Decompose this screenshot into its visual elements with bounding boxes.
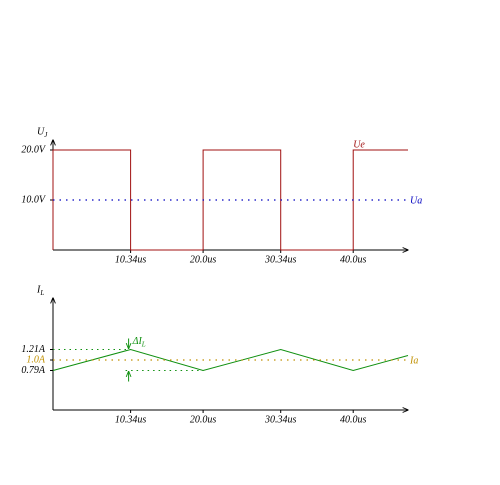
x-tick-label: 20.0us — [190, 254, 217, 265]
y-tick-label: 20.0V — [21, 144, 47, 155]
x-tick-label: 40.0us — [340, 414, 367, 425]
delta-label: ΔIL — [132, 336, 146, 348]
x-tick-label: 10.34us — [115, 414, 147, 425]
series-label: Ia — [409, 355, 418, 366]
y-tick-label: 1.0A — [26, 354, 46, 365]
y-axis-label: IL — [36, 284, 44, 296]
series-label: Ue — [353, 139, 365, 150]
x-tick-label: 20.0us — [190, 414, 217, 425]
subscript: L — [39, 289, 44, 297]
x-tick-label: 10.34us — [115, 254, 147, 265]
waveform — [52, 149, 408, 251]
x-tick-label: 30.34us — [264, 254, 297, 265]
y-tick-label: 10.0V — [21, 194, 47, 205]
subscript: L — [141, 340, 146, 348]
subscript: J — [44, 131, 48, 139]
series-label: Ua — [410, 195, 422, 206]
y-axis-label: UJ — [37, 126, 48, 138]
y-tick-label: 1.21A — [21, 344, 46, 355]
y-tick-label: 0.79A — [21, 365, 46, 376]
x-tick-label: 40.0us — [340, 254, 367, 265]
x-tick-label: 30.34us — [264, 414, 297, 425]
